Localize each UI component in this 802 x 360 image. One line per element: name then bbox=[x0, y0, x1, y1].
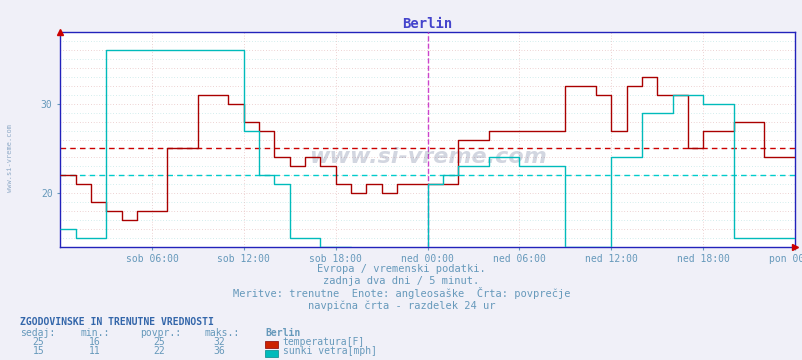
Text: navpična črta - razdelek 24 ur: navpična črta - razdelek 24 ur bbox=[307, 300, 495, 311]
Title: Berlin: Berlin bbox=[402, 17, 452, 31]
Text: ZGODOVINSKE IN TRENUTNE VREDNOSTI: ZGODOVINSKE IN TRENUTNE VREDNOSTI bbox=[20, 317, 213, 327]
Text: maks.:: maks.: bbox=[205, 328, 240, 338]
Text: 15: 15 bbox=[32, 346, 44, 356]
Text: 16: 16 bbox=[88, 337, 100, 347]
Text: sunki vetra[mph]: sunki vetra[mph] bbox=[282, 346, 376, 356]
Text: Meritve: trenutne  Enote: angleosaške  Črta: povprečje: Meritve: trenutne Enote: angleosaške Črt… bbox=[233, 287, 569, 299]
Text: zadnja dva dni / 5 minut.: zadnja dva dni / 5 minut. bbox=[323, 276, 479, 287]
Text: 25: 25 bbox=[32, 337, 44, 347]
Text: www.si-vreme.com: www.si-vreme.com bbox=[7, 125, 14, 192]
Text: 36: 36 bbox=[213, 346, 225, 356]
Text: 25: 25 bbox=[152, 337, 164, 347]
Text: 11: 11 bbox=[88, 346, 100, 356]
Text: Berlin: Berlin bbox=[265, 328, 300, 338]
Text: povpr.:: povpr.: bbox=[140, 328, 181, 338]
Text: temperatura[F]: temperatura[F] bbox=[282, 337, 364, 347]
Text: 32: 32 bbox=[213, 337, 225, 347]
Text: min.:: min.: bbox=[80, 328, 110, 338]
Text: sedaj:: sedaj: bbox=[20, 328, 55, 338]
Text: 22: 22 bbox=[152, 346, 164, 356]
Text: Evropa / vremenski podatki.: Evropa / vremenski podatki. bbox=[317, 264, 485, 274]
Text: www.si-vreme.com: www.si-vreme.com bbox=[308, 147, 546, 167]
